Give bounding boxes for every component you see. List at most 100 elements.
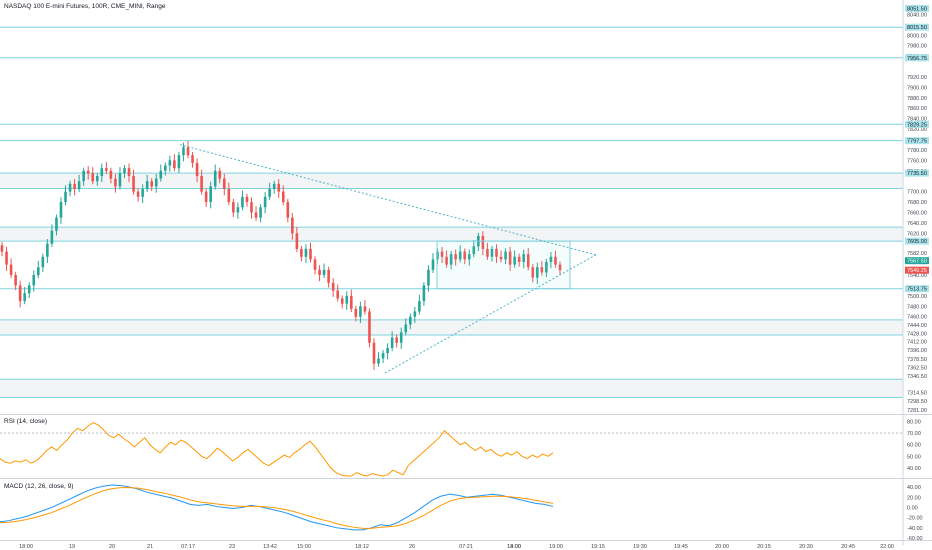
price-label: 7956.75 bbox=[907, 56, 927, 62]
candle-body bbox=[55, 217, 58, 231]
candle-body bbox=[109, 170, 113, 179]
candle-body bbox=[517, 256, 521, 262]
candle-body bbox=[286, 202, 290, 218]
price-tick-label: 7500.00 bbox=[907, 294, 927, 300]
rsi-tick-label: 50.00 bbox=[907, 454, 921, 460]
price-tick-label: 7346.50 bbox=[907, 374, 927, 380]
price-tick-label: 7660.00 bbox=[907, 210, 927, 216]
price-tick-label: 8000.00 bbox=[907, 33, 927, 39]
price-label-box bbox=[905, 266, 929, 274]
candle-body bbox=[186, 147, 190, 156]
range-box bbox=[436, 240, 571, 290]
price-tick-label: 7820.00 bbox=[907, 127, 927, 133]
candle-body bbox=[427, 269, 430, 286]
time-axis: 18:00 19 20 21 07:17 23 13:42 15:00 18:12 26 07:21… bbox=[19, 544, 894, 550]
candle-body bbox=[154, 178, 158, 187]
candle-body bbox=[490, 248, 494, 257]
candle-body bbox=[359, 306, 362, 317]
candle-body bbox=[458, 251, 462, 260]
candle-body bbox=[304, 248, 308, 257]
macd-series-line bbox=[0, 484, 554, 531]
time-tick-label: 20:00 bbox=[715, 544, 729, 550]
price-label-box bbox=[905, 237, 929, 245]
candle-body bbox=[418, 301, 421, 312]
candle-body bbox=[336, 290, 340, 299]
price-tick-label: 7298.50 bbox=[907, 399, 927, 405]
candle-body bbox=[508, 251, 512, 265]
candle-body bbox=[68, 183, 72, 192]
time-tick-label: 19:00 bbox=[549, 544, 563, 550]
trendline bbox=[384, 253, 598, 374]
candle-body bbox=[59, 202, 63, 218]
candle-body bbox=[554, 256, 557, 265]
price-label: 8015.50 bbox=[907, 25, 927, 31]
price-tick-label: 7460.00 bbox=[907, 315, 927, 321]
candle-body bbox=[545, 261, 548, 273]
rsi-panel[interactable] bbox=[0, 422, 903, 477]
candle-body bbox=[41, 256, 45, 268]
time-tick-label: 18:00 bbox=[19, 544, 33, 550]
price-tick-label: 7582.00 bbox=[907, 251, 927, 257]
candle-body bbox=[105, 168, 108, 171]
shaded-zone bbox=[0, 173, 903, 189]
price-tick-label: 8040.00 bbox=[907, 12, 927, 18]
time-tick-label: 13:00 bbox=[507, 544, 521, 550]
candle-body bbox=[413, 311, 417, 317]
candle-body bbox=[445, 256, 448, 265]
price-tick-label: 7396.00 bbox=[907, 348, 927, 354]
shaded-zone bbox=[0, 319, 903, 335]
macd-axis: 40.00 20.00 0.00 -20.00 -40.00 -60.00 bbox=[907, 485, 923, 542]
price-label-box bbox=[905, 120, 929, 128]
candle-body bbox=[0, 245, 4, 252]
time-tick-label: 18:12 bbox=[355, 544, 369, 550]
candle-body bbox=[495, 248, 498, 257]
time-tick-label: 20:15 bbox=[757, 544, 771, 550]
price-axis: 8040.008000.007980.007960.007920.007900.… bbox=[905, 4, 929, 414]
candle-body bbox=[536, 267, 539, 278]
candle-body bbox=[64, 191, 67, 203]
candle-body bbox=[422, 285, 426, 302]
candle-body bbox=[213, 170, 217, 187]
price-tick-label: 7680.00 bbox=[907, 200, 927, 206]
chart-title: NASDAQ 100 E-mini Futures, 100R, CME_MIN… bbox=[4, 3, 166, 10]
macd-tick-label: 20.00 bbox=[907, 495, 921, 501]
rsi-tick-label: 80.00 bbox=[907, 419, 921, 425]
candle-body bbox=[236, 207, 240, 213]
price-panel[interactable] bbox=[0, 26, 903, 398]
price-tick-label: 7378.50 bbox=[907, 357, 927, 363]
time-tick-label: 20:45 bbox=[841, 544, 855, 550]
candle-body bbox=[204, 191, 208, 203]
candle-body bbox=[463, 251, 467, 260]
price-tick-label: 7540.00 bbox=[907, 273, 927, 279]
candle-body bbox=[5, 251, 8, 265]
candle-body bbox=[454, 254, 457, 260]
macd-panel[interactable] bbox=[0, 484, 554, 531]
time-tick-label: 20 bbox=[109, 544, 115, 550]
candle-body bbox=[173, 160, 176, 169]
candle-body bbox=[182, 147, 185, 156]
candle-body bbox=[513, 256, 516, 265]
price-label: 7797.75 bbox=[907, 139, 927, 145]
candle-body bbox=[431, 259, 435, 270]
candle-body bbox=[127, 168, 131, 176]
candle-body bbox=[404, 324, 408, 333]
macd-tick-label: 40.00 bbox=[907, 485, 921, 491]
price-tick-label: 7840.00 bbox=[907, 117, 927, 123]
candle-body bbox=[159, 170, 163, 179]
price-tick-label: 7362.50 bbox=[907, 366, 927, 372]
candle-body bbox=[313, 259, 317, 270]
macd-tick-label: 0.00 bbox=[907, 505, 918, 511]
candle-body bbox=[309, 248, 312, 260]
price-label: 7829.25 bbox=[907, 122, 927, 128]
price-tick-label: 7480.00 bbox=[907, 304, 927, 310]
candle-body bbox=[168, 160, 172, 166]
time-tick-label: 07:17 bbox=[181, 544, 195, 550]
time-tick-label: 13:42 bbox=[263, 544, 277, 550]
time-tick-label: 15:00 bbox=[297, 544, 311, 550]
rsi-tick-label: 60.00 bbox=[907, 443, 921, 449]
candle-body bbox=[390, 337, 394, 348]
time-tick-label: 22:00 bbox=[880, 544, 894, 550]
time-tick-label: 14:00 bbox=[507, 544, 521, 550]
